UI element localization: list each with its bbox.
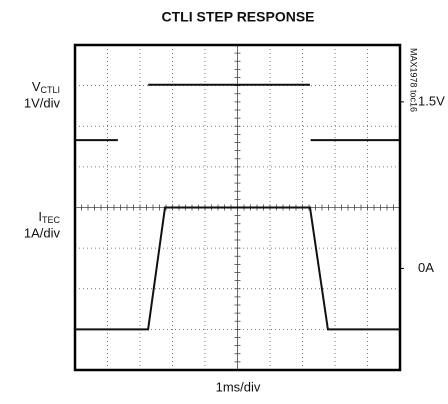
chart-title: CTLI STEP RESPONSE [162, 9, 315, 25]
trace [75, 206, 400, 331]
plot-frame [73, 43, 402, 372]
channel-scale: 1A/div [24, 225, 61, 240]
x-axis-label: 1ms/div [216, 379, 261, 394]
channel-subscript: CTLI [40, 85, 60, 95]
channel-scale: 1V/div [24, 95, 61, 110]
y2-tick-label: 0A [418, 260, 434, 275]
channel-symbol: V [32, 79, 41, 94]
trace [75, 83, 400, 142]
channel-label: VCTLI [32, 79, 60, 95]
channel-subscript: TEC [42, 215, 61, 225]
channel-label: ITEC [38, 209, 60, 225]
y-tick-label: 1.5V [418, 93, 445, 108]
channel-symbol: I [38, 209, 42, 224]
figure-note: MAX1978 toc16 [409, 48, 419, 112]
